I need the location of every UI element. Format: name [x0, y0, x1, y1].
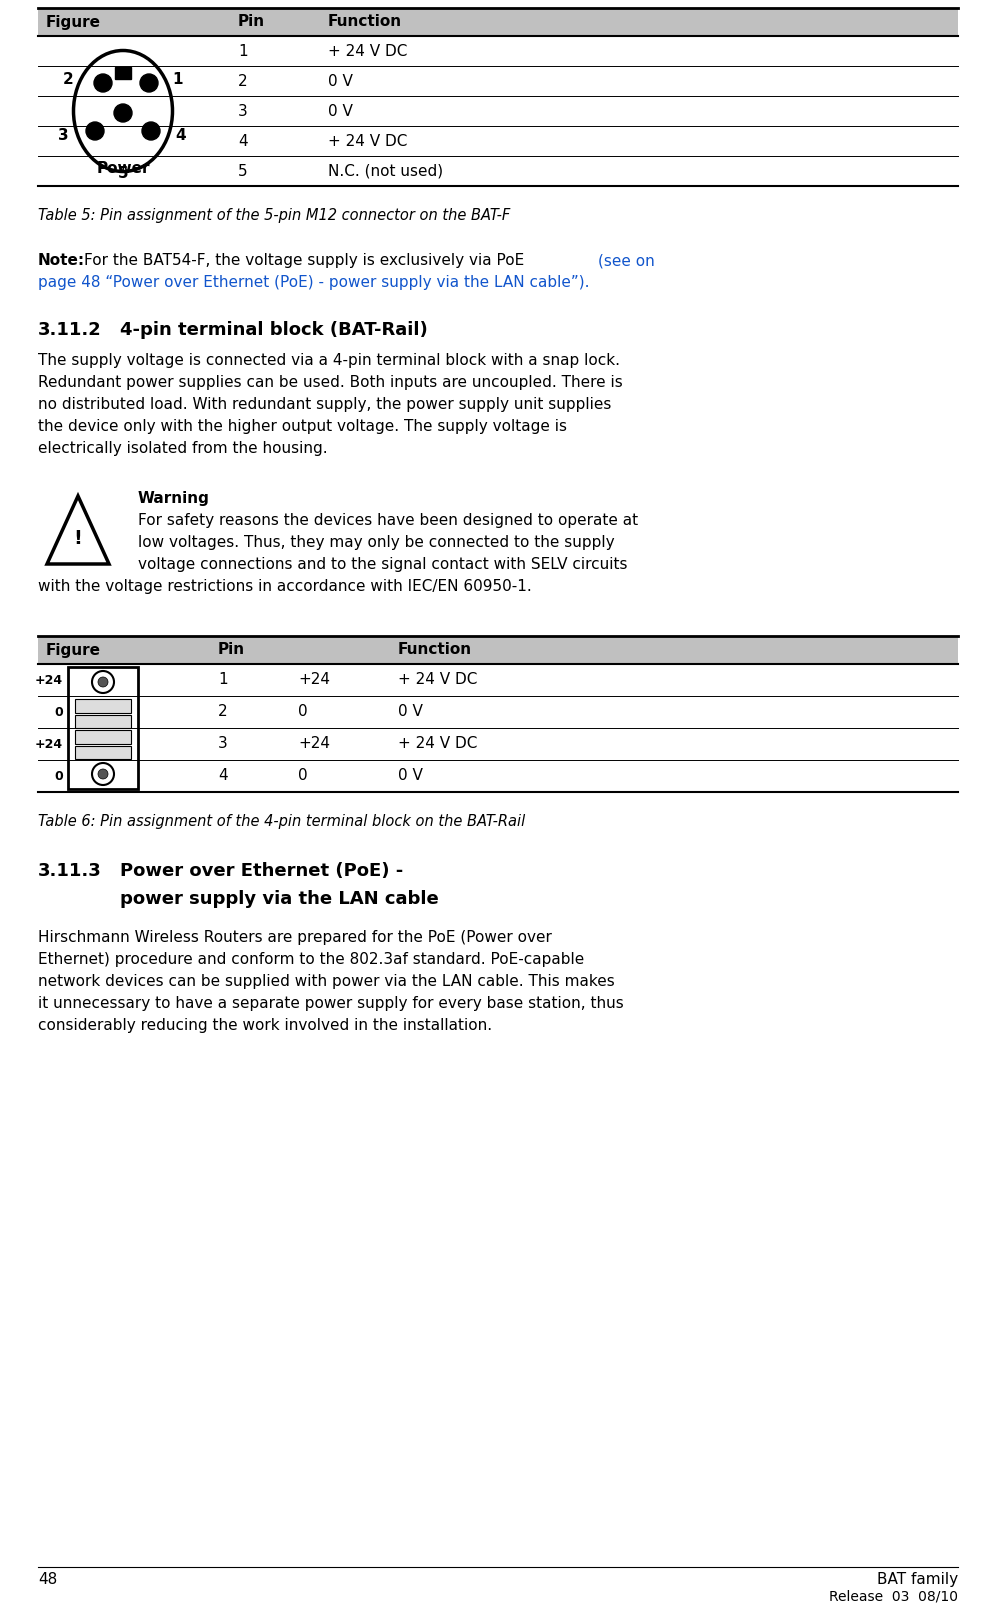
- Text: 0 V: 0 V: [328, 74, 353, 89]
- Text: 2: 2: [238, 74, 248, 89]
- Text: 3: 3: [218, 737, 228, 751]
- Text: BAT family: BAT family: [877, 1572, 958, 1586]
- Text: + 24 V DC: + 24 V DC: [328, 134, 407, 148]
- Text: Pin: Pin: [218, 643, 245, 658]
- Bar: [38, 8, 958, 35]
- Text: electrically isolated from the housing.: electrically isolated from the housing.: [38, 442, 328, 456]
- Text: +24: +24: [298, 737, 330, 751]
- Text: Function: Function: [328, 15, 402, 29]
- Text: Redundant power supplies can be used. Both inputs are uncoupled. There is: Redundant power supplies can be used. Bo…: [38, 376, 622, 390]
- Text: + 24 V DC: + 24 V DC: [328, 44, 407, 58]
- Bar: [75, 730, 131, 743]
- Text: 4-pin terminal block (BAT-Rail): 4-pin terminal block (BAT-Rail): [120, 321, 428, 339]
- Text: it unnecessary to have a separate power supply for every base station, thus: it unnecessary to have a separate power …: [38, 996, 623, 1011]
- Text: Figure: Figure: [46, 15, 101, 29]
- Text: 3: 3: [57, 127, 68, 142]
- Text: power supply via the LAN cable: power supply via the LAN cable: [120, 890, 439, 908]
- Text: 2: 2: [62, 71, 73, 87]
- Text: 2: 2: [218, 704, 227, 719]
- Circle shape: [114, 105, 132, 123]
- Text: 3: 3: [238, 103, 248, 119]
- Text: Power: Power: [96, 161, 150, 176]
- Text: Note:: Note:: [38, 253, 85, 268]
- Text: Warning: Warning: [138, 492, 209, 506]
- Circle shape: [92, 762, 114, 785]
- Text: Table 5: Pin assignment of the 5-pin M12 connector on the BAT-F: Table 5: Pin assignment of the 5-pin M12…: [38, 208, 510, 222]
- Text: 4: 4: [218, 769, 227, 783]
- Text: 1: 1: [173, 71, 183, 87]
- Text: For the BAT54-F, the voltage supply is exclusively via PoE: For the BAT54-F, the voltage supply is e…: [84, 253, 525, 268]
- Bar: [68, 667, 138, 788]
- Circle shape: [86, 123, 104, 140]
- Text: 48: 48: [38, 1572, 57, 1586]
- Text: no distributed load. With redundant supply, the power supply unit supplies: no distributed load. With redundant supp…: [38, 397, 612, 413]
- Text: 5: 5: [238, 163, 248, 179]
- Text: 0 V: 0 V: [398, 704, 423, 719]
- Text: Ethernet) procedure and conform to the 802.3af standard. PoE-capable: Ethernet) procedure and conform to the 8…: [38, 953, 584, 967]
- Circle shape: [142, 123, 160, 140]
- Text: + 24 V DC: + 24 V DC: [398, 672, 477, 687]
- Text: 5: 5: [118, 166, 128, 181]
- Text: 4: 4: [176, 127, 187, 142]
- Text: !: !: [73, 529, 82, 548]
- Text: Function: Function: [398, 643, 472, 658]
- Text: Figure: Figure: [46, 643, 101, 658]
- Circle shape: [140, 74, 158, 92]
- Text: 0: 0: [54, 706, 63, 719]
- Text: (see on: (see on: [598, 253, 655, 268]
- Circle shape: [94, 74, 112, 92]
- Text: Pin: Pin: [238, 15, 265, 29]
- Text: For safety reasons the devices have been designed to operate at: For safety reasons the devices have been…: [138, 513, 638, 529]
- Text: 0: 0: [298, 704, 307, 719]
- Text: network devices can be supplied with power via the LAN cable. This makes: network devices can be supplied with pow…: [38, 974, 615, 990]
- Circle shape: [98, 769, 108, 779]
- Text: 3.11.3: 3.11.3: [38, 862, 102, 880]
- Text: 0 V: 0 V: [328, 103, 353, 119]
- Text: 4: 4: [238, 134, 248, 148]
- Bar: [75, 700, 131, 713]
- Bar: [75, 745, 131, 759]
- Bar: [75, 714, 131, 729]
- Text: The supply voltage is connected via a 4-pin terminal block with a snap lock.: The supply voltage is connected via a 4-…: [38, 353, 620, 368]
- Text: with the voltage restrictions in accordance with IEC/EN 60950-1.: with the voltage restrictions in accorda…: [38, 579, 532, 593]
- Text: 0 V: 0 V: [398, 769, 423, 783]
- Text: low voltages. Thus, they may only be connected to the supply: low voltages. Thus, they may only be con…: [138, 535, 615, 550]
- Text: the device only with the higher output voltage. The supply voltage is: the device only with the higher output v…: [38, 419, 567, 434]
- Text: 1: 1: [238, 44, 248, 58]
- Text: 0: 0: [298, 769, 307, 783]
- Bar: [38, 637, 958, 664]
- Text: Table 6: Pin assignment of the 4-pin terminal block on the BAT-Rail: Table 6: Pin assignment of the 4-pin ter…: [38, 814, 526, 829]
- Text: Hirschmann Wireless Routers are prepared for the PoE (Power over: Hirschmann Wireless Routers are prepared…: [38, 930, 552, 945]
- Text: Power over Ethernet (PoE) -: Power over Ethernet (PoE) -: [120, 862, 403, 880]
- Circle shape: [92, 671, 114, 693]
- Text: Release  03  08/10: Release 03 08/10: [829, 1589, 958, 1602]
- Text: +24: +24: [35, 738, 63, 751]
- Text: page 48 “Power over Ethernet (PoE) - power supply via the LAN cable”).: page 48 “Power over Ethernet (PoE) - pow…: [38, 276, 590, 290]
- Text: + 24 V DC: + 24 V DC: [398, 737, 477, 751]
- Text: 0: 0: [54, 769, 63, 782]
- Bar: [115, 68, 131, 79]
- Text: N.C. (not used): N.C. (not used): [328, 163, 444, 179]
- Text: +24: +24: [298, 672, 330, 687]
- Circle shape: [98, 677, 108, 687]
- Text: voltage connections and to the signal contact with SELV circuits: voltage connections and to the signal co…: [138, 558, 627, 572]
- Text: considerably reducing the work involved in the installation.: considerably reducing the work involved …: [38, 1019, 492, 1033]
- Text: +24: +24: [35, 674, 63, 687]
- Text: 1: 1: [218, 672, 227, 687]
- Text: 3.11.2: 3.11.2: [38, 321, 102, 339]
